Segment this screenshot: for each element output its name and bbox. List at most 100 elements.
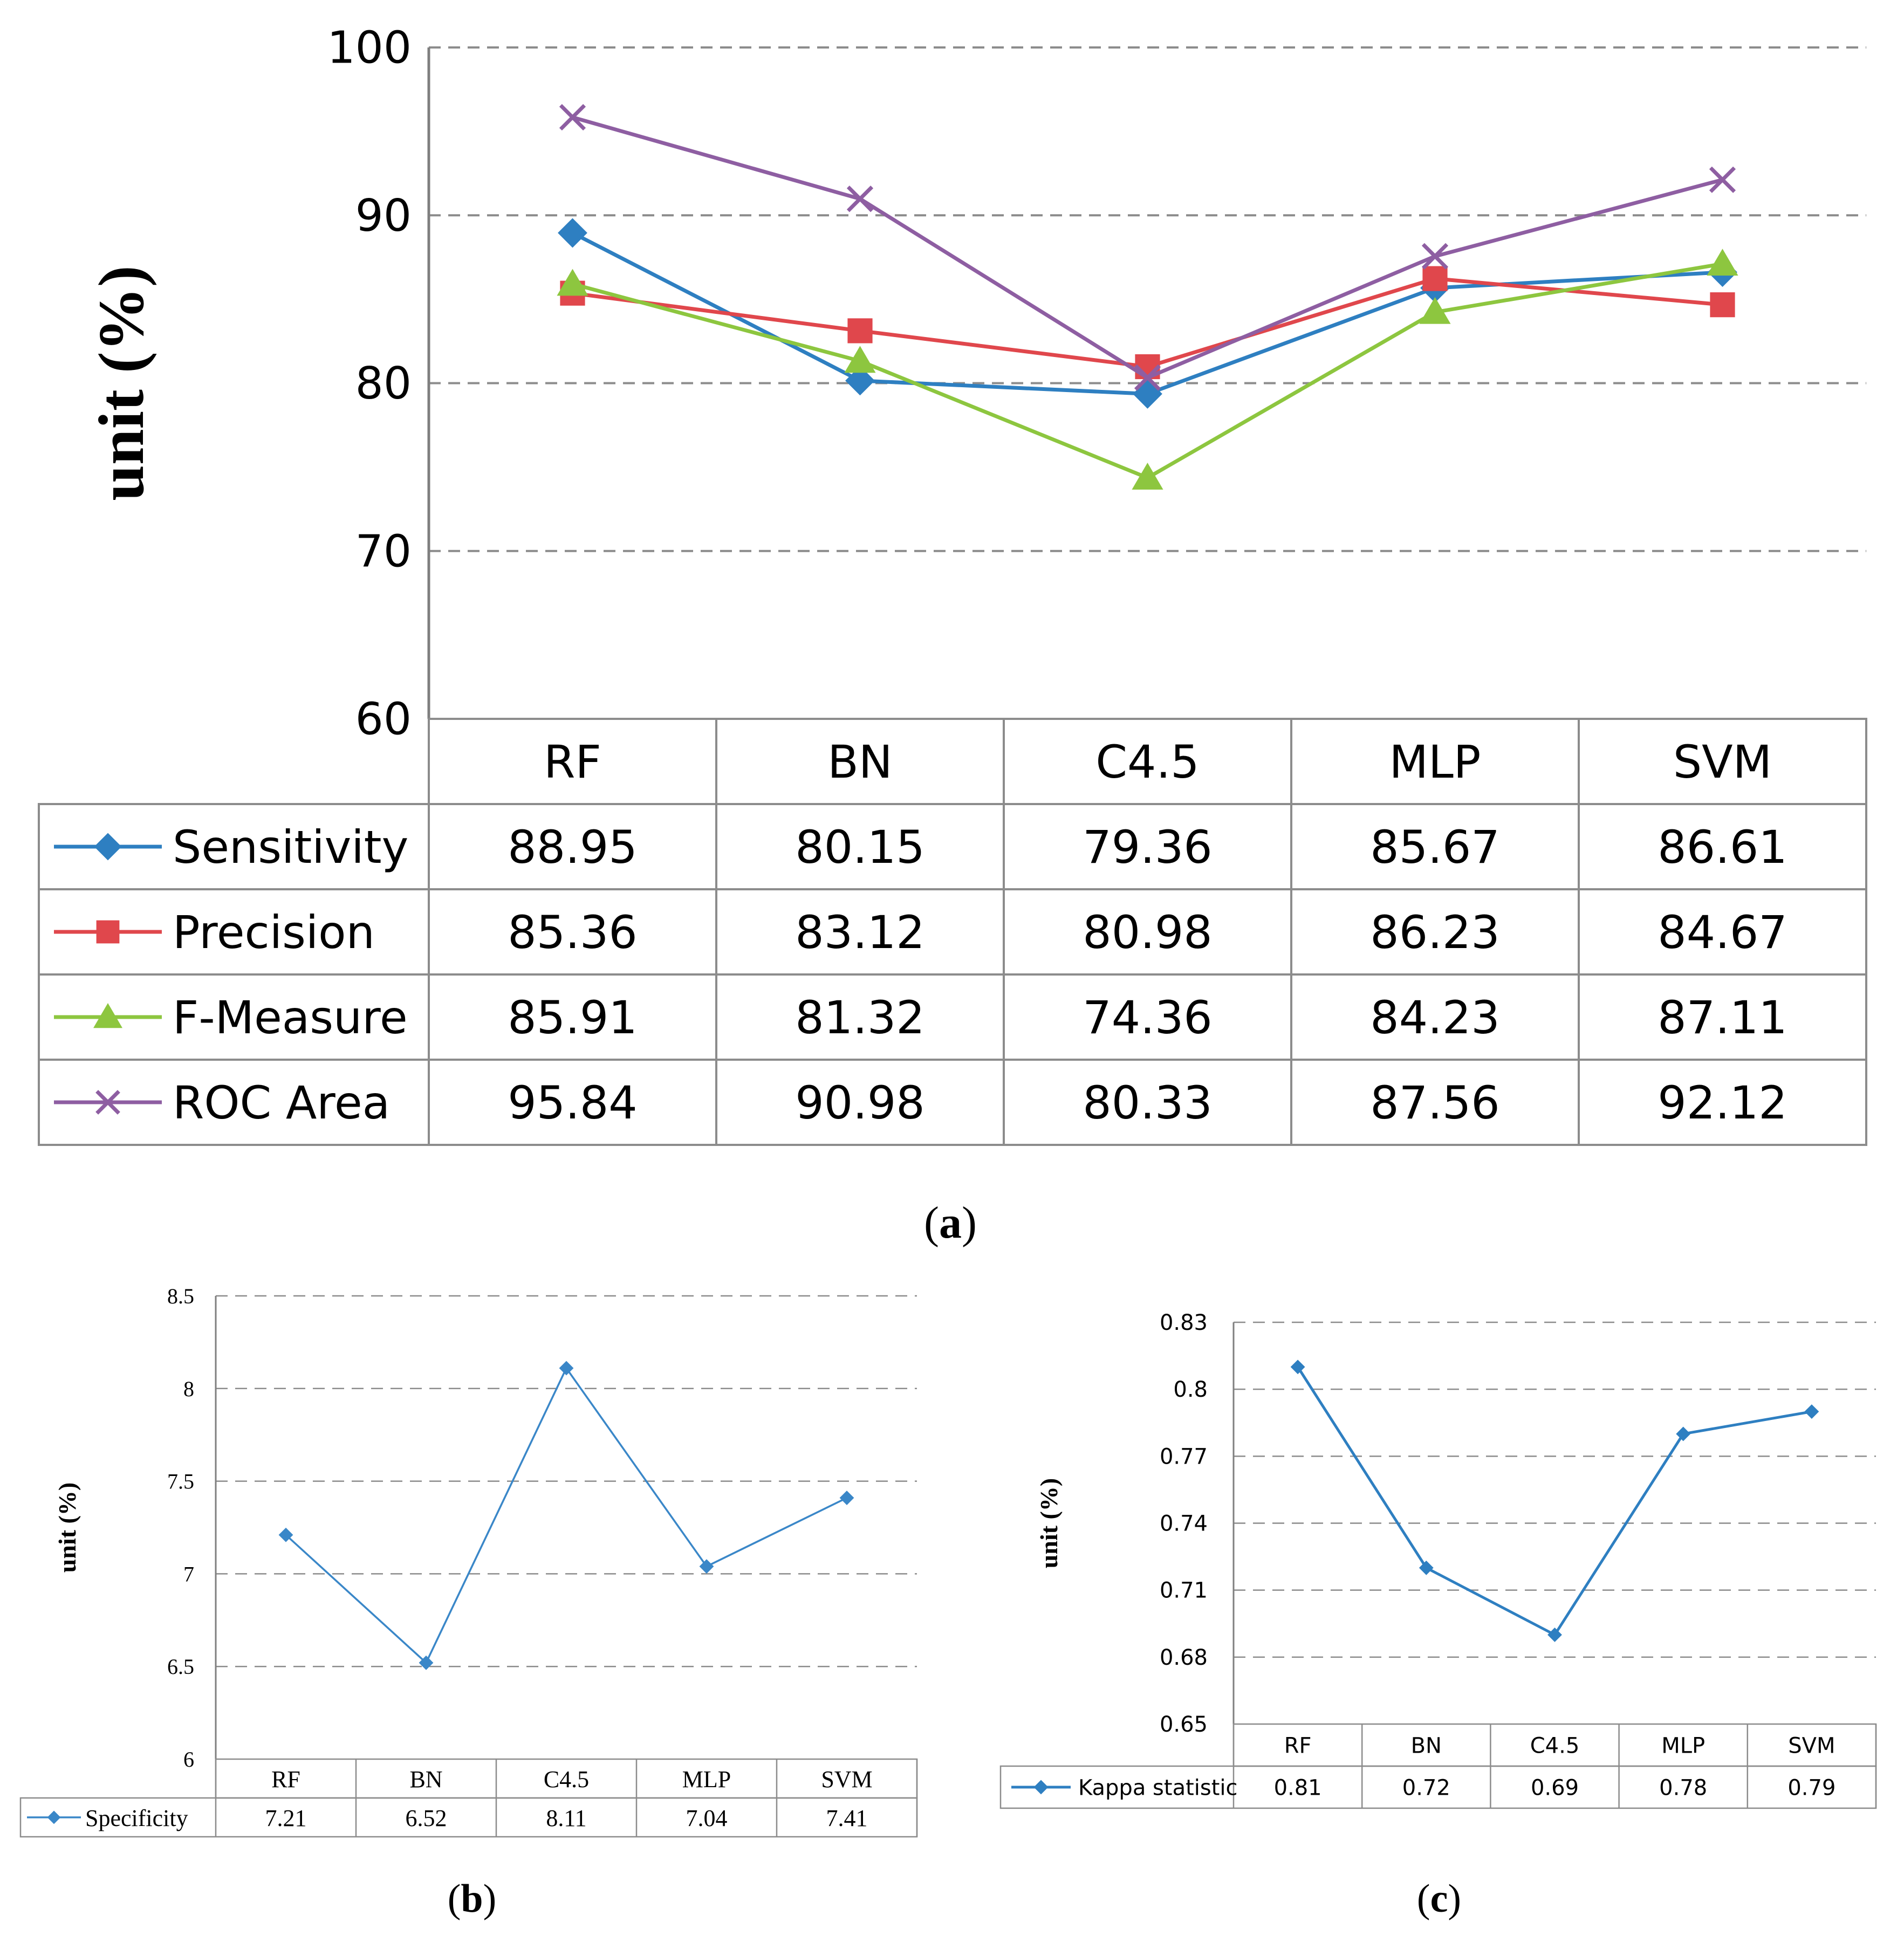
x-category-label: C4.5: [1530, 1733, 1580, 1758]
y-tick-label: 90: [355, 190, 412, 242]
legend-label: F-Measure: [173, 991, 408, 1044]
table-value-cell: 86.61: [1658, 821, 1787, 874]
data-point: [1290, 1360, 1305, 1375]
caption-letter: b: [461, 1877, 483, 1921]
x-category-label: BN: [827, 736, 892, 788]
data-point: [557, 269, 588, 296]
y-tick-label: 0.8: [1173, 1377, 1208, 1402]
legend-marker: [95, 1090, 120, 1115]
data-point: [1421, 243, 1449, 270]
y-tick-label: 0.74: [1160, 1512, 1208, 1536]
x-category-label: RF: [1284, 1733, 1312, 1758]
y-tick-label: 6.5: [167, 1654, 194, 1679]
y-axis-label: unit (%): [85, 265, 157, 501]
y-tick-label: 8.5: [167, 1284, 194, 1308]
table-value-cell: 0.79: [1787, 1775, 1835, 1800]
data-point: [1547, 1628, 1562, 1642]
table-value-cell: 80.98: [1083, 906, 1212, 959]
legend-label: Sensitivity: [173, 821, 408, 874]
y-axis-label: unit (%): [1035, 1478, 1063, 1568]
x-category-label: C4.5: [1095, 736, 1199, 788]
data-point: [419, 1655, 434, 1670]
legend-label: Kappa statistic: [1078, 1775, 1238, 1800]
legend-marker: [96, 920, 120, 944]
table-value-cell: 0.69: [1531, 1775, 1579, 1800]
series-line: [572, 115, 1723, 380]
table-value-cell: 84.23: [1370, 991, 1499, 1044]
legend-entry-specificity: Specificity: [27, 1805, 188, 1831]
table-value-cell: 7.41: [826, 1805, 868, 1831]
data-point: [559, 104, 586, 131]
x-category-label: SVM: [1788, 1733, 1835, 1758]
table-value-cell: 86.23: [1370, 906, 1499, 959]
legend-marker: [47, 1810, 61, 1824]
table-value-cell: 80.33: [1083, 1076, 1212, 1129]
legend-marker: [93, 1003, 122, 1028]
x-category-label: MLP: [1389, 736, 1481, 788]
x-category-label: C4.5: [544, 1766, 589, 1793]
data-point: [1422, 266, 1448, 291]
data-point: [699, 1559, 714, 1574]
legend-entry-sensitivity: Sensitivity: [54, 821, 408, 874]
x-category-label: RF: [544, 736, 601, 788]
data-point: [558, 218, 587, 248]
table-value-cell: 79.36: [1083, 821, 1212, 874]
chart-panel-b: 6 6.5 7 7.5 8 8.5 unit (%) RF BN C4.5 MLP SVM Specif…: [19, 1284, 918, 1921]
y-tick-label: 0.65: [1160, 1712, 1208, 1737]
caption-open: (: [448, 1877, 461, 1921]
y-tick-label: 8: [183, 1377, 194, 1401]
x-category-label: MLP: [682, 1766, 731, 1793]
table-value-cell: 87.11: [1658, 991, 1787, 1044]
panel-caption: (c): [1417, 1877, 1461, 1921]
table-value-cell: 87.56: [1370, 1076, 1499, 1129]
table-value-cell: 85.36: [508, 906, 637, 959]
y-tick-label: 80: [355, 358, 412, 409]
caption-letter: a: [939, 1198, 962, 1248]
data-point: [1707, 249, 1738, 276]
data-point: [1709, 166, 1736, 193]
data-point: [1804, 1404, 1819, 1419]
legend-entry-precision: Precision: [54, 906, 375, 959]
y-tick-label: 6: [183, 1747, 194, 1772]
y-axis-label: unit (%): [53, 1482, 81, 1573]
legend-entry-roc-area: ROC Area: [54, 1076, 390, 1129]
legend-label: Precision: [173, 906, 375, 959]
legend-marker: [94, 833, 122, 861]
table-value-cell: 84.67: [1658, 906, 1787, 959]
x-category-label: MLP: [1661, 1733, 1705, 1758]
x-category-label: BN: [409, 1766, 442, 1793]
data-point: [847, 318, 873, 344]
x-category-label: SVM: [1673, 736, 1772, 788]
series-line: [1296, 1366, 1812, 1636]
caption-close: ): [1448, 1877, 1461, 1921]
legend-entry-f-measure: F-Measure: [54, 991, 408, 1044]
data-point: [1419, 1560, 1434, 1575]
caption-letter: c: [1430, 1877, 1448, 1921]
table-value-cell: 7.04: [686, 1805, 728, 1831]
legend-marker: [1033, 1780, 1049, 1795]
legend-label: Specificity: [85, 1805, 188, 1831]
table-value-cell: 85.91: [508, 991, 637, 1044]
y-tick-label: 70: [355, 526, 412, 577]
table-value-cell: 90.98: [795, 1076, 924, 1129]
series-line: [285, 1367, 847, 1664]
table-value-cell: 0.81: [1274, 1775, 1322, 1800]
legend-entry-kappa-statistic: Kappa statistic: [1011, 1775, 1238, 1800]
data-point: [845, 366, 875, 396]
panel-caption: (b): [448, 1877, 496, 1921]
y-tick-label: 0.71: [1160, 1578, 1208, 1603]
series-specificity: [278, 1361, 854, 1670]
x-category-label: SVM: [821, 1766, 872, 1793]
data-point: [844, 346, 876, 373]
table-value-cell: 95.84: [508, 1076, 637, 1129]
y-tick-label: 7.5: [167, 1470, 194, 1494]
data-point: [846, 186, 874, 212]
x-category-label: BN: [1411, 1733, 1442, 1758]
chart-panel-a: 60 70 80 90 100 unit (%) RF BN C4.5 MLP SVM Sensiti…: [38, 23, 1867, 1248]
table-value-cell: 88.95: [508, 821, 637, 874]
table-value-cell: 74.36: [1083, 991, 1212, 1044]
data-point: [559, 1361, 574, 1376]
caption-close: ): [962, 1198, 977, 1248]
table-value-cell: 85.67: [1370, 821, 1499, 874]
